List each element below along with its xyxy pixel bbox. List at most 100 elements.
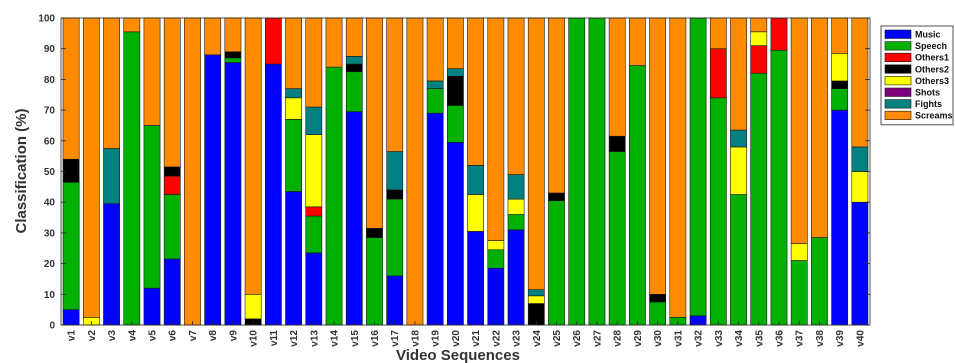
bar-segment-v39-others2 <box>831 80 849 89</box>
bar-segment-v22-speech <box>487 249 505 269</box>
bar-segment-v33-speech <box>709 97 727 326</box>
x-tick-label-v39: v39 <box>835 330 846 347</box>
legend-swatch-screams <box>884 110 912 120</box>
bar-segment-v19-music <box>426 112 444 326</box>
bar-segment-v19-speech <box>426 88 444 114</box>
bar-segment-v27-speech <box>588 17 606 326</box>
x-tick-label-v6: v6 <box>168 330 179 342</box>
y-tick-label: 90 <box>44 44 56 55</box>
x-tick-label-v34: v34 <box>734 330 745 347</box>
bar-segment-v10-screams <box>244 17 262 295</box>
x-axis-title: Video Sequences <box>396 347 520 363</box>
x-tick-label-v25: v25 <box>552 330 563 347</box>
bar-segment-v18-screams <box>406 17 424 326</box>
legend-swatch-others2 <box>884 64 912 74</box>
x-tick-label-v35: v35 <box>754 330 765 347</box>
bar-segment-v12-speech <box>285 119 302 192</box>
bar-segment-v1-screams <box>62 17 80 160</box>
bar-segment-v21-fights <box>467 165 484 195</box>
bar-segment-v29-screams <box>629 17 646 66</box>
bar-segment-v17-others2 <box>386 189 404 200</box>
bar-segment-v29-speech <box>629 65 646 326</box>
x-tick-label-v8: v8 <box>208 330 219 342</box>
x-tick-label-v29: v29 <box>633 330 644 347</box>
bar-segment-v13-others3 <box>305 134 323 208</box>
y-tick-label: 30 <box>44 228 56 239</box>
legend-label-others3: Others3 <box>915 76 949 86</box>
bar-segment-v33-others1 <box>709 48 727 99</box>
bar-segment-v35-screams <box>750 17 768 33</box>
y-tick-label: 20 <box>44 259 56 270</box>
bar-segment-v6-others1 <box>163 175 181 195</box>
bar-segment-v40-others3 <box>851 171 869 203</box>
bar-segment-v26-speech <box>568 17 586 326</box>
bar-segment-v34-fights <box>730 129 747 148</box>
bar-segment-v33-screams <box>709 17 727 50</box>
bar-segment-v12-fights <box>285 88 302 99</box>
bar-segment-v24-screams <box>527 17 545 290</box>
bar-segment-v8-screams <box>204 17 222 56</box>
bar-segment-v4-screams <box>123 17 141 33</box>
bar-segment-v22-others3 <box>487 240 505 251</box>
bar-segment-v15-music <box>345 111 363 326</box>
x-tick-label-v28: v28 <box>613 330 624 347</box>
y-tick-label: 50 <box>44 167 56 178</box>
bar-segment-v36-speech <box>770 49 788 326</box>
bar-segment-v7-screams <box>184 17 201 326</box>
bar-segment-v11-others1 <box>264 17 282 65</box>
legend-swatch-speech <box>884 41 912 51</box>
bars-layer <box>62 17 869 326</box>
legend-swatch-shots <box>884 87 912 97</box>
y-tick-label: 10 <box>44 290 56 301</box>
bar-segment-v39-music <box>831 109 849 326</box>
bar-segment-v1-speech <box>62 181 80 310</box>
legend-label-others2: Others2 <box>915 64 949 74</box>
bar-segment-v38-screams <box>811 17 828 238</box>
bar-segment-v39-screams <box>831 17 849 54</box>
axes-layer <box>60 17 871 326</box>
x-tick-label-v17: v17 <box>390 330 401 347</box>
bar-segment-v13-music <box>305 252 323 326</box>
bar-segment-v13-fights <box>305 106 323 135</box>
x-tick-label-v24: v24 <box>532 330 543 347</box>
bar-segment-v22-screams <box>487 17 505 241</box>
x-tick-label-v3: v3 <box>107 330 118 342</box>
bar-segment-v17-fights <box>386 151 404 191</box>
bar-segment-v9-speech <box>224 57 242 63</box>
bar-segment-v25-screams <box>548 17 565 194</box>
bar-segment-v17-music <box>386 275 404 326</box>
x-tick-label-v14: v14 <box>330 330 341 347</box>
bar-segment-v39-others3 <box>831 53 849 82</box>
legend-swatch-others3 <box>884 76 912 86</box>
legend-label-speech: Speech <box>915 41 947 51</box>
legend-swatch-music <box>884 29 912 39</box>
x-tick-label-v36: v36 <box>774 330 785 347</box>
x-tick-label-v9: v9 <box>228 330 239 342</box>
bar-segment-v16-others2 <box>366 228 383 238</box>
bar-segment-v23-screams <box>507 17 525 175</box>
bar-segment-v1-others2 <box>62 158 80 183</box>
x-tick-label-v20: v20 <box>451 330 462 347</box>
x-tick-label-v18: v18 <box>410 330 421 347</box>
bar-segment-v28-others2 <box>608 135 626 152</box>
bar-segment-v25-others2 <box>548 192 565 201</box>
x-tick-label-v21: v21 <box>471 330 482 347</box>
x-tick-label-v10: v10 <box>249 330 260 347</box>
bar-segment-v30-others2 <box>649 293 667 303</box>
x-tick-label-v37: v37 <box>795 330 806 347</box>
bar-segment-v13-others1 <box>305 206 323 217</box>
bar-segment-v13-screams <box>305 17 323 108</box>
bar-segment-v21-screams <box>467 17 484 166</box>
legend-label-fights: Fights <box>915 99 942 109</box>
bar-segment-v24-fights <box>527 289 545 297</box>
bar-segment-v6-speech <box>163 194 181 260</box>
bar-segment-v14-speech <box>325 66 343 326</box>
bar-segment-v22-music <box>487 267 505 326</box>
bar-segment-v38-speech <box>811 237 828 326</box>
bar-segment-v31-screams <box>669 17 687 318</box>
bar-segment-v40-screams <box>851 17 869 148</box>
x-tick-label-v33: v33 <box>714 330 725 347</box>
bar-segment-v23-music <box>507 229 525 326</box>
